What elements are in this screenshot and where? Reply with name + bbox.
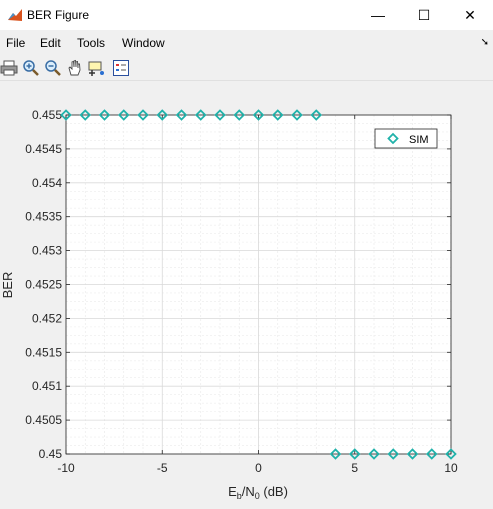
- pan-icon[interactable]: [66, 59, 84, 77]
- title-bar: BER Figure — ☐ ✕: [0, 0, 493, 30]
- y-tick-label: 0.4535: [25, 210, 62, 224]
- data-cursor-icon[interactable]: [88, 59, 106, 77]
- x-tick-label: -10: [57, 461, 75, 475]
- y-tick-label: 0.451: [32, 379, 62, 393]
- legend-diamond-icon: [387, 132, 399, 145]
- legend[interactable]: SIM: [374, 128, 438, 149]
- y-tick-label: 0.453: [32, 244, 62, 258]
- data-point-diamond: [194, 109, 207, 121]
- data-point-diamond: [348, 448, 361, 460]
- ber-chart[interactable]: -10 -5 0 5 10 0.450.45050.4510.45150.4520.45…: [0, 82, 493, 504]
- data-point-diamond: [329, 448, 342, 460]
- legend-label-sim: SIM: [409, 134, 429, 146]
- y-axis-label: BER: [0, 272, 15, 299]
- menu-tools[interactable]: Tools: [77, 36, 106, 50]
- data-point-diamond: [271, 109, 284, 121]
- legend-box: [374, 128, 438, 149]
- print-icon[interactable]: [0, 59, 18, 77]
- dock-arrow-icon[interactable]: ➘: [480, 37, 489, 48]
- y-tick-label: 0.452: [32, 311, 62, 325]
- x-axis-label: Eb/N0 (dB): [228, 484, 288, 501]
- data-point-diamond: [310, 109, 323, 121]
- data-point-diamond: [406, 448, 419, 460]
- zoom-out-icon[interactable]: [44, 59, 62, 77]
- menu-file[interactable]: File: [6, 36, 26, 50]
- menu-edit[interactable]: Edit: [40, 36, 61, 50]
- sim-series: [60, 109, 457, 460]
- data-point-diamond: [98, 109, 111, 121]
- y-tick-label: 0.4545: [25, 142, 62, 156]
- minimize-icon: —: [371, 7, 385, 23]
- y-tick-label: 0.454: [32, 176, 62, 190]
- data-point-diamond: [117, 109, 130, 121]
- data-point-diamond: [137, 109, 149, 121]
- data-point-diamond: [214, 109, 226, 121]
- x-tick-labels: -10 -5 0 5 10: [57, 461, 458, 475]
- y-tick-labels: 0.45 0.4505 0.451 0.4515 0.452 0.4525 0.453 0.4…: [25, 108, 62, 461]
- y-tick-label: 0.4525: [25, 278, 62, 292]
- data-point-diamond: [425, 448, 438, 460]
- data-point-diamond: [60, 109, 72, 121]
- data-point-diamond: [79, 109, 92, 121]
- y-tick-label: 0.45: [39, 447, 63, 461]
- legend-icon[interactable]: [112, 59, 130, 77]
- menu-bar: File Edit Tools Window ➘: [0, 33, 493, 53]
- x-tick-label: 0: [255, 461, 262, 475]
- maximize-icon: ☐: [417, 6, 431, 23]
- data-point-diamond: [368, 448, 380, 460]
- data-point-diamond: [445, 448, 457, 460]
- y-tick-label: 0.4515: [25, 345, 62, 359]
- data-point-diamond: [233, 109, 246, 121]
- x-tick-label: -5: [157, 461, 168, 475]
- data-point-diamond: [291, 109, 303, 121]
- data-point-diamond: [252, 109, 265, 121]
- y-tick-label: 0.455: [32, 108, 62, 122]
- matlab-icon: [8, 9, 22, 21]
- close-icon: ✕: [464, 6, 476, 23]
- data-point-diamond: [387, 448, 400, 460]
- figure-canvas: -10 -5 0 5 10 0.45 0.4505 0.451 0.4515 0.452 0.45…: [0, 82, 493, 504]
- minimize-button[interactable]: —: [355, 0, 401, 30]
- maximize-button[interactable]: ☐: [401, 0, 447, 30]
- data-point-diamond: [175, 109, 188, 121]
- toolbar: [0, 56, 493, 81]
- data-point-diamond: [156, 109, 169, 121]
- close-button[interactable]: ✕: [447, 0, 493, 30]
- y-tick-label: 0.4505: [25, 413, 62, 427]
- window-title: BER Figure: [27, 8, 90, 22]
- zoom-in-icon[interactable]: [22, 59, 40, 77]
- x-tick-label: 10: [444, 461, 458, 475]
- menu-window[interactable]: Window: [122, 36, 165, 50]
- x-tick-label: 5: [351, 461, 358, 475]
